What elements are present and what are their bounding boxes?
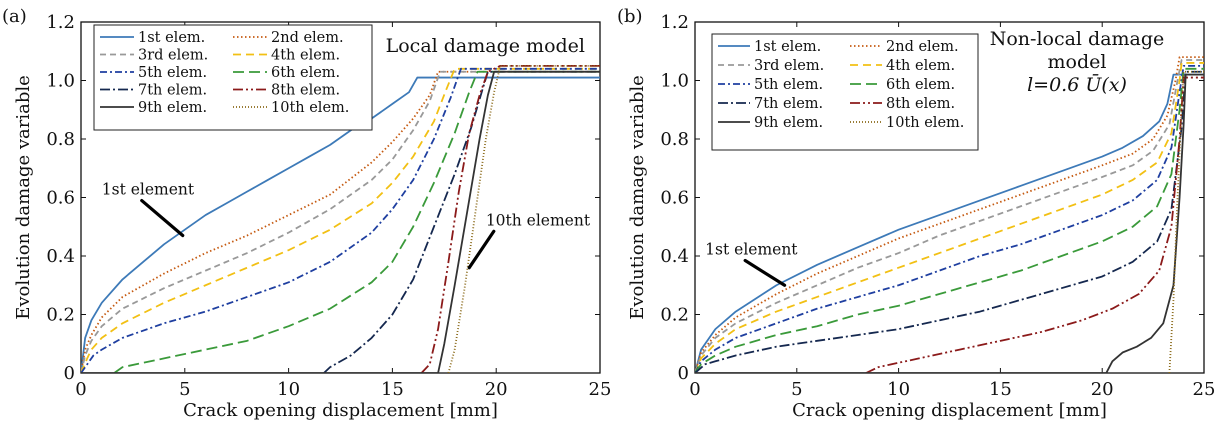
x-tick-label: 10 (887, 379, 910, 400)
y-tick-label: 1.2 (46, 12, 75, 33)
legend: 1st elem. 2nd elem. 3rd elem. 4th elem. 5th … (93, 24, 373, 131)
chart-title: l=0.6 Ū(x) (1027, 73, 1127, 96)
legend-box (711, 33, 979, 151)
x-tick-label: 20 (1091, 379, 1114, 400)
x-tick-label: 0 (689, 379, 700, 400)
series-line-3 (81, 70, 600, 373)
legend-label: 10th elem. (271, 100, 349, 116)
legend-label: 3rd elem. (754, 58, 824, 74)
legend-label: 9th elem. (138, 100, 207, 116)
y-tick-label: 1.0 (46, 71, 75, 92)
x-tick-label: 5 (791, 379, 802, 400)
series-line-9 (695, 73, 1204, 373)
chart-panel-1: (a) 0 5 10 15 20 25 0 0.2 0.4 0.6 0.8 1.0 1.2 Crack op… (2, 6, 611, 421)
legend-label: 5th elem. (138, 65, 207, 81)
panel-label: (a) (2, 6, 27, 27)
annotation-pointer (743, 258, 787, 287)
x-tick-label: 10 (277, 379, 300, 400)
chart-title: Non-local damage (990, 28, 1165, 50)
series-line-2 (81, 70, 600, 373)
x-tick-label: 15 (989, 379, 1012, 400)
legend: 1st elem. 2nd elem. 3rd elem. 4th elem. 5th … (711, 33, 979, 151)
legend-label: 1st elem. (754, 39, 821, 55)
x-tick-label: 0 (75, 379, 86, 400)
legend-label: 3rd elem. (138, 48, 208, 64)
annotation-text: 10th element (486, 211, 591, 229)
legend-label: 7th elem. (754, 96, 823, 112)
y-axis-label: Evolution damage variable (627, 75, 648, 320)
y-tick-label: 0.8 (660, 129, 689, 150)
y-tick-label: 0.2 (46, 305, 75, 326)
x-axis-label: Crack opening displacement [mm] (792, 400, 1107, 421)
series-line-1 (695, 73, 1204, 373)
legend-label: 4th elem. (271, 48, 340, 64)
legend-box (93, 24, 373, 131)
panel-label: (b) (617, 6, 643, 27)
chart-title: model (1048, 51, 1107, 73)
x-tick-label: 20 (485, 379, 508, 400)
y-tick-label: 0.8 (46, 129, 75, 150)
legend-label: 6th elem. (271, 65, 340, 81)
y-tick-label: 1.2 (660, 12, 689, 33)
y-tick-label: 0.4 (46, 246, 75, 267)
y-axis-label: Evolution damage variable (13, 75, 34, 320)
legend-label: 4th elem. (886, 58, 955, 74)
series-line-10 (1168, 70, 1204, 373)
series-line-9 (81, 70, 600, 373)
legend-label: 8th elem. (271, 83, 340, 99)
legend-label: 2nd elem. (886, 39, 959, 55)
legend-label: 6th elem. (886, 77, 955, 93)
y-tick-label: 0.2 (660, 305, 689, 326)
y-tick-label: 0.6 (660, 188, 689, 209)
series-group (81, 64, 600, 373)
series-line-1 (81, 76, 600, 373)
series-line-4 (81, 67, 600, 373)
x-tick-label: 25 (1193, 379, 1216, 400)
series-line-7 (695, 70, 1204, 373)
series-line-8 (865, 76, 1204, 373)
chart-panel-2: (b) 0 5 10 15 20 25 0 0.2 0.4 0.6 0.8 1.0 1.2 Crack op… (617, 6, 1215, 421)
y-tick-label: 0.6 (46, 188, 75, 209)
series-group (695, 56, 1204, 373)
y-tick-label: 1.0 (660, 71, 689, 92)
y-tick-label: 0 (678, 363, 689, 384)
legend-label: 5th elem. (754, 77, 823, 93)
series-line-6 (113, 70, 600, 373)
annotation-pointer (467, 229, 496, 270)
series-line-8 (420, 64, 600, 373)
y-tick-label: 0 (64, 363, 75, 384)
legend-label: 7th elem. (138, 83, 207, 99)
annotation-text: 1st element (102, 181, 195, 199)
series-line-4 (695, 62, 1204, 373)
series-line-5 (695, 64, 1204, 373)
legend-label: 9th elem. (754, 115, 823, 131)
legend-label: 8th elem. (886, 96, 955, 112)
legend-label: 10th elem. (886, 115, 964, 131)
legend-label: 2nd elem. (271, 30, 344, 46)
x-tick-label: 5 (179, 379, 190, 400)
x-axis-label: Crack opening displacement [mm] (183, 400, 498, 421)
y-tick-label: 0.4 (660, 246, 689, 267)
legend-label: 1st elem. (138, 30, 205, 46)
series-line-5 (81, 67, 600, 373)
x-tick-label: 25 (589, 379, 612, 400)
annotation-pointer (140, 198, 185, 238)
x-tick-label: 15 (381, 379, 404, 400)
annotation-text: 1st element (705, 241, 798, 259)
series-line-6 (695, 67, 1204, 373)
chart-title: Local damage model (386, 35, 585, 57)
series-line-3 (695, 59, 1204, 373)
